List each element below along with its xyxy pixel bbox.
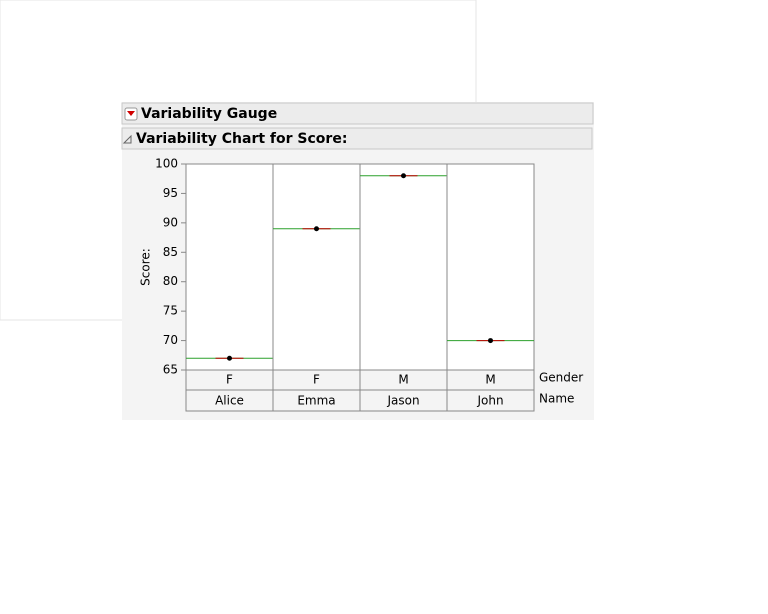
- data-point: [227, 355, 232, 361]
- y-tick-label: 65: [163, 363, 178, 377]
- category-axis-label: Name: [539, 392, 574, 406]
- y-tick-label: 100: [155, 157, 178, 171]
- group-label: M: [398, 373, 408, 387]
- data-point: [314, 226, 319, 232]
- y-tick-label: 95: [163, 186, 178, 200]
- panel-subtitle: Variability Chart for Score:: [136, 131, 347, 147]
- data-point: [401, 173, 406, 179]
- y-tick-label: 85: [163, 245, 178, 259]
- y-tick-label: 80: [163, 274, 178, 288]
- group-label: F: [313, 373, 320, 387]
- category-cell: [446, 389, 535, 412]
- disclosure-icon[interactable]: [122, 134, 132, 144]
- x-tick-label: Alice: [215, 394, 244, 408]
- outline-header: [121, 127, 593, 150]
- y-tick-label: 75: [163, 304, 178, 318]
- x-tick-label: Jason: [386, 394, 419, 408]
- group-label: M: [485, 373, 495, 387]
- x-tick-label: Emma: [297, 394, 335, 408]
- x-tick-label: John: [476, 394, 503, 408]
- data-point: [488, 338, 493, 344]
- red-triangle[interactable]: [127, 111, 135, 116]
- menu-button[interactable]: [124, 107, 138, 121]
- panel-title: Variability Gauge: [141, 106, 277, 122]
- outline-header: [121, 102, 594, 125]
- y-tick-label: 90: [163, 215, 178, 229]
- group-label: F: [226, 373, 233, 387]
- group-axis-label: Gender: [539, 371, 583, 385]
- y-tick-label: 70: [163, 333, 178, 347]
- y-axis-label: Score:: [139, 248, 153, 286]
